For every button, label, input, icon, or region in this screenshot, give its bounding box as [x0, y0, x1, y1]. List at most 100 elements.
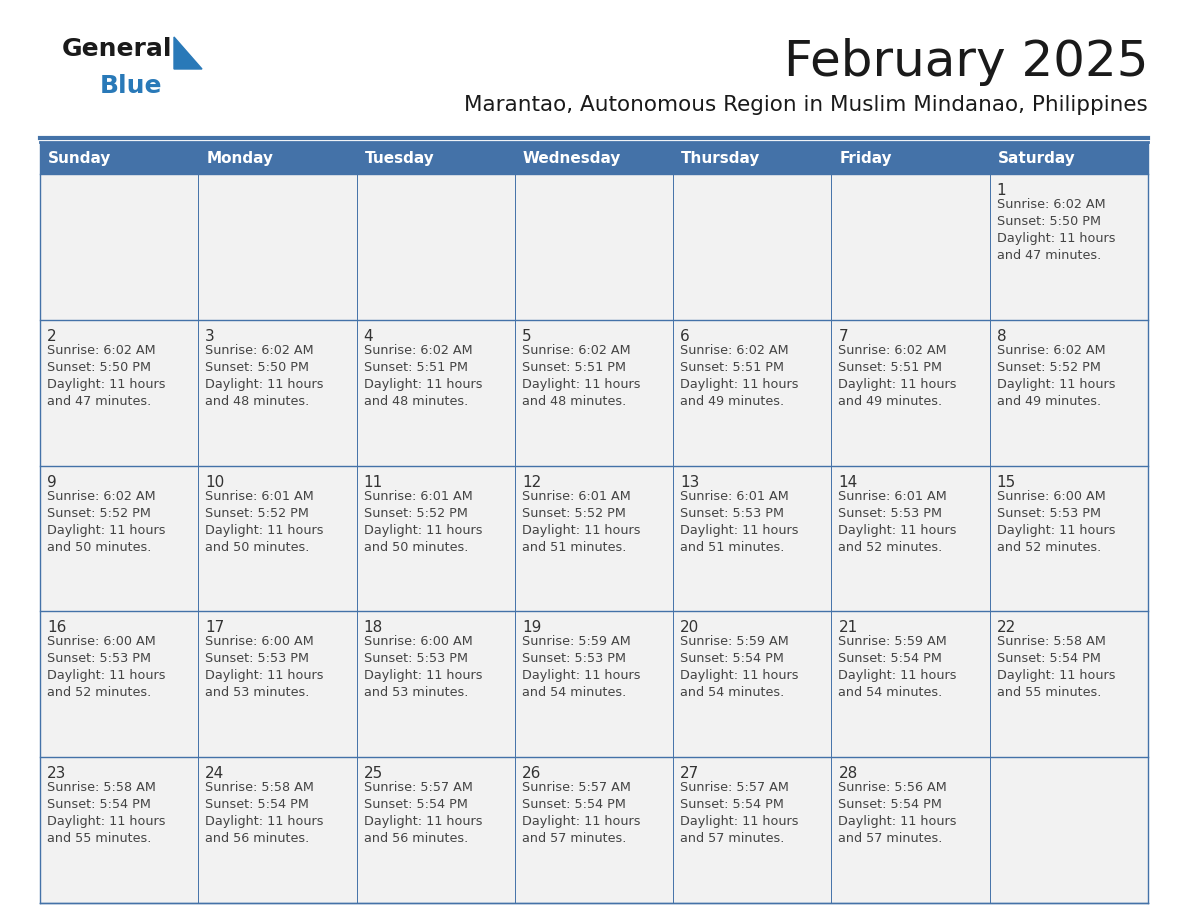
Text: 4: 4 [364, 329, 373, 344]
Text: and 52 minutes.: and 52 minutes. [839, 541, 943, 554]
Bar [514, 757, 674, 903]
Text: 25: 25 [364, 767, 383, 781]
Text: 3: 3 [206, 329, 215, 344]
Text: Sunset: 5:52 PM: Sunset: 5:52 PM [364, 507, 467, 520]
Text: and 57 minutes.: and 57 minutes. [839, 833, 943, 845]
Text: Daylight: 11 hours: Daylight: 11 hours [997, 378, 1116, 391]
Text: Daylight: 11 hours: Daylight: 11 hours [997, 232, 1116, 245]
Text: and 54 minutes.: and 54 minutes. [522, 687, 626, 700]
Text: and 50 minutes.: and 50 minutes. [206, 541, 310, 554]
Text: Sunrise: 6:00 AM: Sunrise: 6:00 AM [997, 489, 1106, 502]
Bar [990, 174, 1148, 319]
Text: Sunrise: 6:02 AM: Sunrise: 6:02 AM [206, 344, 314, 357]
Text: and 53 minutes.: and 53 minutes. [206, 687, 310, 700]
Text: Sunset: 5:51 PM: Sunset: 5:51 PM [839, 361, 942, 374]
Text: Sunrise: 5:56 AM: Sunrise: 5:56 AM [839, 781, 947, 794]
Text: Sunday: Sunday [48, 151, 112, 165]
Text: Sunset: 5:54 PM: Sunset: 5:54 PM [997, 653, 1100, 666]
Text: Sunset: 5:50 PM: Sunset: 5:50 PM [206, 361, 309, 374]
Text: 6: 6 [681, 329, 690, 344]
Text: Sunrise: 5:57 AM: Sunrise: 5:57 AM [522, 781, 631, 794]
Bar [356, 465, 514, 611]
Text: Sunrise: 6:02 AM: Sunrise: 6:02 AM [839, 344, 947, 357]
Bar [990, 319, 1148, 465]
Text: 9: 9 [48, 475, 57, 489]
Text: and 53 minutes.: and 53 minutes. [364, 687, 468, 700]
Text: and 56 minutes.: and 56 minutes. [206, 833, 310, 845]
Text: and 48 minutes.: and 48 minutes. [364, 395, 468, 408]
Text: Sunrise: 5:59 AM: Sunrise: 5:59 AM [681, 635, 789, 648]
Bar [832, 319, 990, 465]
Bar [198, 319, 356, 465]
Bar [40, 319, 198, 465]
Text: Daylight: 11 hours: Daylight: 11 hours [997, 669, 1116, 682]
Text: and 52 minutes.: and 52 minutes. [48, 687, 151, 700]
Bar [990, 757, 1148, 903]
Bar [198, 174, 356, 319]
Text: 14: 14 [839, 475, 858, 489]
Text: Sunrise: 6:02 AM: Sunrise: 6:02 AM [681, 344, 789, 357]
Bar [40, 142, 1148, 174]
Text: Sunset: 5:54 PM: Sunset: 5:54 PM [681, 798, 784, 812]
Text: Daylight: 11 hours: Daylight: 11 hours [839, 378, 956, 391]
Bar [832, 611, 990, 757]
Text: Sunset: 5:54 PM: Sunset: 5:54 PM [206, 798, 309, 812]
Text: 17: 17 [206, 621, 225, 635]
Text: and 49 minutes.: and 49 minutes. [839, 395, 942, 408]
Text: Sunrise: 6:02 AM: Sunrise: 6:02 AM [997, 198, 1105, 211]
Text: 12: 12 [522, 475, 541, 489]
Bar [832, 757, 990, 903]
Text: Sunrise: 6:02 AM: Sunrise: 6:02 AM [522, 344, 631, 357]
Text: Sunset: 5:52 PM: Sunset: 5:52 PM [522, 507, 626, 520]
Text: Daylight: 11 hours: Daylight: 11 hours [48, 523, 165, 537]
Text: and 51 minutes.: and 51 minutes. [681, 541, 784, 554]
Text: 27: 27 [681, 767, 700, 781]
Text: Sunrise: 5:59 AM: Sunrise: 5:59 AM [839, 635, 947, 648]
Text: Daylight: 11 hours: Daylight: 11 hours [997, 523, 1116, 537]
Text: Sunset: 5:52 PM: Sunset: 5:52 PM [206, 507, 309, 520]
Text: Daylight: 11 hours: Daylight: 11 hours [364, 523, 482, 537]
Text: Sunrise: 6:02 AM: Sunrise: 6:02 AM [48, 489, 156, 502]
Text: Sunrise: 6:01 AM: Sunrise: 6:01 AM [522, 489, 631, 502]
Text: 1: 1 [997, 183, 1006, 198]
Bar [514, 465, 674, 611]
Text: Daylight: 11 hours: Daylight: 11 hours [839, 523, 956, 537]
Text: Blue: Blue [100, 74, 163, 98]
Text: Sunset: 5:53 PM: Sunset: 5:53 PM [206, 653, 309, 666]
Bar [514, 611, 674, 757]
Text: and 54 minutes.: and 54 minutes. [839, 687, 943, 700]
Text: Daylight: 11 hours: Daylight: 11 hours [206, 523, 324, 537]
Text: 7: 7 [839, 329, 848, 344]
Bar [990, 465, 1148, 611]
Text: Tuesday: Tuesday [365, 151, 435, 165]
Text: and 48 minutes.: and 48 minutes. [206, 395, 310, 408]
Text: 19: 19 [522, 621, 542, 635]
Text: Sunset: 5:50 PM: Sunset: 5:50 PM [48, 361, 151, 374]
Text: Sunrise: 5:59 AM: Sunrise: 5:59 AM [522, 635, 631, 648]
Text: 18: 18 [364, 621, 383, 635]
Text: and 47 minutes.: and 47 minutes. [48, 395, 151, 408]
Text: Sunrise: 6:01 AM: Sunrise: 6:01 AM [839, 489, 947, 502]
Text: Sunset: 5:52 PM: Sunset: 5:52 PM [997, 361, 1100, 374]
Text: and 47 minutes.: and 47 minutes. [997, 249, 1101, 262]
Text: Daylight: 11 hours: Daylight: 11 hours [681, 815, 798, 828]
Text: Sunrise: 6:01 AM: Sunrise: 6:01 AM [364, 489, 473, 502]
Text: Sunset: 5:54 PM: Sunset: 5:54 PM [681, 653, 784, 666]
Text: Daylight: 11 hours: Daylight: 11 hours [364, 815, 482, 828]
Bar [514, 174, 674, 319]
Bar [356, 174, 514, 319]
Text: Sunrise: 5:58 AM: Sunrise: 5:58 AM [206, 781, 314, 794]
Bar [674, 757, 832, 903]
Text: 5: 5 [522, 329, 531, 344]
Text: 8: 8 [997, 329, 1006, 344]
Text: and 50 minutes.: and 50 minutes. [48, 541, 151, 554]
Text: and 50 minutes.: and 50 minutes. [364, 541, 468, 554]
Text: Daylight: 11 hours: Daylight: 11 hours [522, 378, 640, 391]
Text: Sunset: 5:53 PM: Sunset: 5:53 PM [839, 507, 942, 520]
Bar [40, 174, 198, 319]
Text: and 49 minutes.: and 49 minutes. [997, 395, 1101, 408]
Bar [514, 319, 674, 465]
Text: Daylight: 11 hours: Daylight: 11 hours [48, 378, 165, 391]
Text: Sunrise: 6:00 AM: Sunrise: 6:00 AM [364, 635, 473, 648]
Text: and 49 minutes.: and 49 minutes. [681, 395, 784, 408]
